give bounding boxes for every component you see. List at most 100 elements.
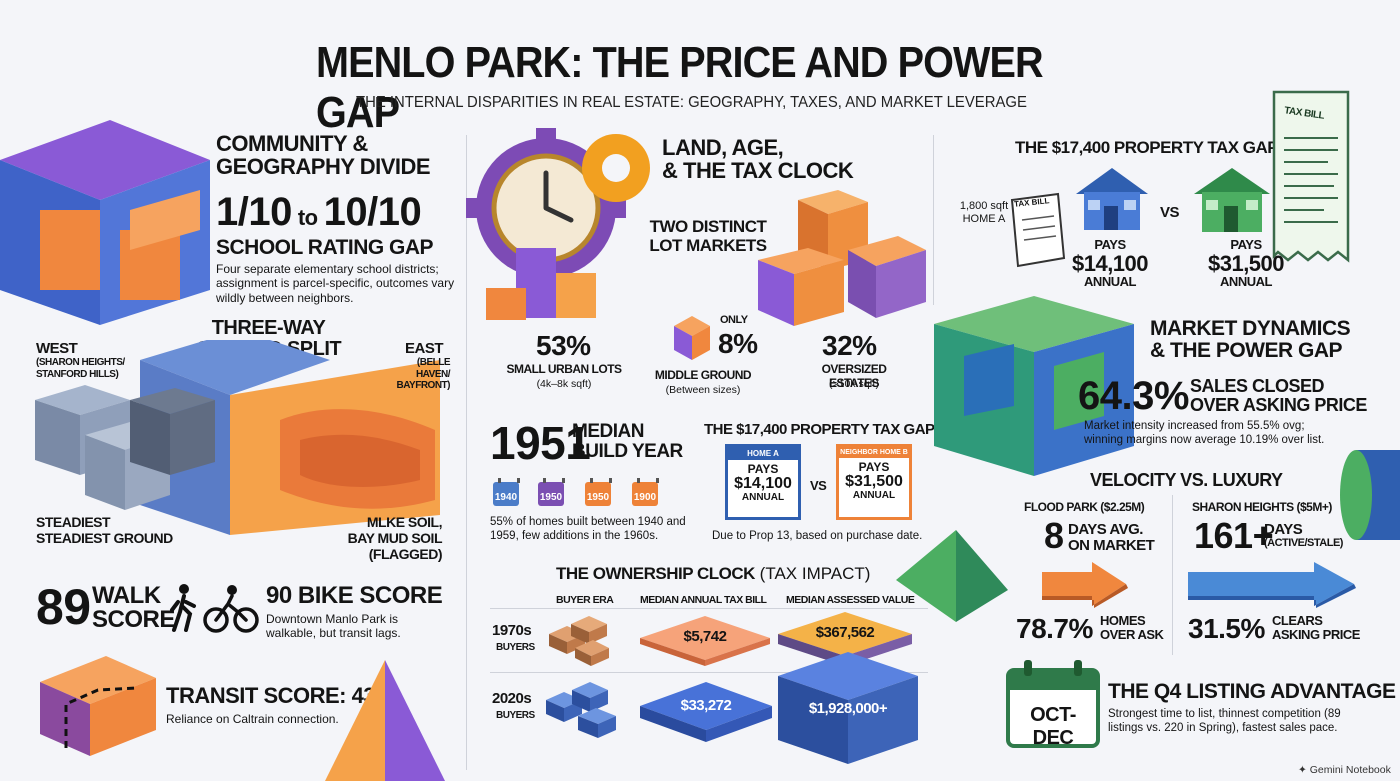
transit-score-desc: Reliance on Caltrain connection. — [166, 712, 339, 726]
median-build-label: MEDIAN BUILD YEAR — [572, 421, 683, 462]
market-desc: Market intensity increased from 55.5% ov… — [1084, 420, 1325, 446]
middle-ground-label: MIDDLE GROUND — [654, 368, 752, 382]
east-sub: (BELLE HAVEN/ BAYFRONT) — [396, 357, 451, 391]
right-tax-gap-title: THE $17,400 PROPERTY TAX GAP — [1015, 138, 1279, 157]
house-green-icon — [1194, 168, 1270, 232]
velocity-right-days: 161+ — [1194, 515, 1274, 556]
sparkle-icon: ✦ — [1298, 764, 1307, 776]
middle-ground-pct: 8% — [718, 328, 758, 359]
row2-value: $1,928,000+ — [808, 700, 888, 717]
decorative-pyramid-icon — [325, 660, 445, 781]
transit-score-label: TRANSIT SCORE: 43 — [166, 683, 376, 708]
row2-tax-tile — [640, 682, 772, 742]
bike-score-label: 90 BIKE SCORE — [266, 582, 443, 609]
home-a-card: HOME A PAYS $14,100 ANNUAL — [725, 444, 801, 520]
walk-score-value: 89 — [36, 579, 91, 635]
school-rating-desc: Four separate elementary school district… — [216, 262, 455, 305]
middle-ground-only: ONLY — [720, 314, 748, 326]
home-b-payment: PAYS $31,500 ANNUAL — [1207, 237, 1285, 289]
bike-score-desc: Downtown Manlo Park is walkable, but tra… — [266, 612, 401, 641]
mid-tax-gap-note: Due to Prop 13, based on purchase date. — [712, 530, 923, 542]
q4-calendar-icon: OCT-DEC — [1006, 668, 1100, 749]
build-year-desc: 55% of homes built between 1940 and 1959… — [490, 516, 686, 542]
calendar-1950-icon: 1950 — [538, 478, 565, 506]
row2-blocks-icon — [546, 682, 616, 738]
q4-desc: Strongest time to list, thinnest competi… — [1108, 708, 1341, 734]
middle-ground-sub: (Between sizes) — [665, 384, 741, 396]
lot-markets-title: TWO DISTINCT LOT MARKETS — [649, 217, 767, 255]
walk-bike-icon — [170, 584, 259, 633]
ownership-col-era: BUYER ERA — [556, 594, 614, 606]
home-a-size: 1,800 sqft HOME A — [959, 200, 1009, 226]
calendar-1940-icon: 1940 — [493, 478, 520, 506]
tax-bill-document-icon — [1272, 90, 1350, 263]
column-divider-right — [933, 135, 934, 305]
market-title: MARKET DYNAMICS & THE POWER GAP — [1150, 317, 1351, 363]
page-subtitle: THE INTERNAL DISPARITIES IN REAL ESTATE:… — [356, 94, 1027, 111]
small-lots-sub: (4k–8k sqft) — [536, 378, 592, 390]
market-cube-icon — [934, 296, 1134, 476]
middle-ground-block-icon — [674, 316, 710, 360]
velocity-left-days: 8 — [1044, 515, 1064, 556]
west-label: WEST — [36, 340, 78, 357]
footer-brand: ✦ Gemini Notebook — [1298, 764, 1391, 776]
velocity-divider — [1172, 495, 1173, 655]
row2-tax: $33,272 — [680, 697, 732, 714]
oversized-estate-blocks-icon — [758, 190, 926, 326]
mid-vs: VS — [810, 478, 827, 493]
west-sub: (SHARON HEIGHTS/ STANFORD HILLS) — [36, 357, 125, 380]
school-rating-range: 1/10 to 10/10 — [216, 190, 422, 234]
right-vs: VS — [1160, 204, 1180, 221]
velocity-left-label: FLOOD PARK ($2.25M) — [1024, 500, 1145, 514]
ground-split-illustration — [35, 340, 440, 535]
steady-ground-label: STEADIEST STEADIEST GROUND — [36, 514, 173, 547]
ownership-title: THE OWNERSHIP CLOCK (TAX IMPACT) — [556, 564, 871, 583]
east-label: EAST — [405, 340, 444, 357]
school-rating-label: SCHOOL RATING GAP — [216, 236, 434, 259]
median-build-year: 1951 — [490, 417, 591, 469]
small-lots-label: SMALL URBAN LOTS — [506, 362, 622, 376]
ownership-col-value: MEDIAN ASSESSED VALUE — [786, 594, 915, 606]
velocity-left-pct-label: HOMES OVER ASK — [1100, 613, 1164, 643]
row1-tax-tile — [640, 616, 770, 666]
large-lots-label: OVERSIZED ESTATES — [821, 362, 887, 390]
mud-soil-label: MLKE SOIL, BAY MUD SOIL (FLAGGED) — [347, 514, 443, 563]
large-lots-sub: (>10k sqft) — [829, 378, 879, 390]
mid-tax-gap-title: THE $17,400 PROPERTY TAX GAP — [704, 421, 935, 438]
transit-cube-icon — [40, 656, 156, 756]
calendar-1900-icon: 1900 — [632, 478, 659, 506]
q4-title: THE Q4 LISTING ADVANTAGE — [1108, 680, 1396, 703]
calendar-1950b-icon: 1950 — [585, 478, 612, 506]
house-blue-icon — [1076, 168, 1148, 230]
decorative-cylinder-icon — [1340, 450, 1400, 540]
walk-score-label: WALK SCORE — [92, 582, 175, 633]
home-a-payment: PAYS $14,100 ANNUAL — [1071, 237, 1149, 289]
row2-value-tile — [778, 652, 918, 764]
row1-era: 1970s — [492, 622, 532, 639]
large-lots-pct: 32% — [822, 330, 877, 361]
market-over-ask-pct: 64.3% — [1078, 374, 1189, 418]
row2-era: 2020s — [492, 690, 532, 707]
land-title: LAND, AGE, & THE TAX CLOCK — [662, 135, 854, 184]
velocity-left-pct: 78.7% — [1016, 613, 1093, 644]
velocity-short-arrow-icon — [1042, 562, 1128, 608]
column-divider-left — [466, 135, 467, 770]
ownership-col-tax: MEDIAN ANNUAL TAX BILL — [640, 594, 767, 606]
home-b-card: NEIGHBOR HOME B PAYS $31,500 ANNUAL — [836, 444, 912, 520]
community-cube-icon — [0, 120, 210, 325]
velocity-left-days-label: DAYS AVG. ON MARKET — [1068, 521, 1155, 554]
velocity-right-label: SHARON HEIGHTS ($5M+) — [1192, 500, 1332, 514]
row2-sub: BUYERS — [496, 710, 535, 721]
row1-blocks-icon — [549, 616, 609, 666]
velocity-right-days-label: DAYS (ACTIVE/STALE) — [1264, 521, 1343, 549]
row1-tax: $5,742 — [683, 628, 727, 645]
decorative-triangle-icon — [896, 530, 1008, 622]
velocity-long-arrow-icon — [1188, 562, 1356, 608]
market-over-ask-label: SALES CLOSED OVER ASKING PRICE — [1190, 376, 1367, 415]
velocity-right-pct: 31.5% — [1188, 613, 1265, 644]
row1-sub: BUYERS — [496, 642, 535, 653]
community-title: COMMUNITY & GEOGRAPHY DIVIDE — [216, 131, 431, 180]
velocity-title: VELOCITY VS. LUXURY — [1090, 470, 1283, 490]
page-title: MENLO PARK: THE PRICE AND POWER GAP — [316, 38, 1044, 137]
velocity-right-pct-label: CLEARS ASKING PRICE — [1272, 613, 1360, 643]
